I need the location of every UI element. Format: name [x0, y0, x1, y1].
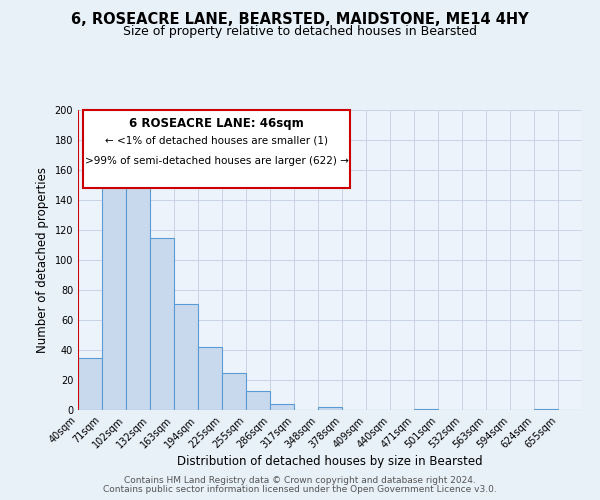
Text: 6 ROSEACRE LANE: 46sqm: 6 ROSEACRE LANE: 46sqm	[129, 118, 304, 130]
Bar	[198, 347, 222, 410]
Bar	[174, 304, 198, 410]
Text: ← <1% of detached houses are smaller (1): ← <1% of detached houses are smaller (1)	[105, 136, 328, 145]
Bar	[246, 390, 270, 410]
Bar	[78, 358, 102, 410]
Bar	[534, 408, 558, 410]
Text: Contains public sector information licensed under the Open Government Licence v3: Contains public sector information licen…	[103, 485, 497, 494]
Bar	[126, 166, 150, 410]
Text: >99% of semi-detached houses are larger (622) →: >99% of semi-detached houses are larger …	[85, 156, 349, 166]
Bar	[318, 407, 342, 410]
Bar	[270, 404, 294, 410]
Text: Contains HM Land Registry data © Crown copyright and database right 2024.: Contains HM Land Registry data © Crown c…	[124, 476, 476, 485]
X-axis label: Distribution of detached houses by size in Bearsted: Distribution of detached houses by size …	[177, 456, 483, 468]
Bar	[102, 180, 126, 410]
Bar	[222, 372, 246, 410]
FancyBboxPatch shape	[83, 110, 350, 188]
Bar	[150, 238, 174, 410]
Y-axis label: Number of detached properties: Number of detached properties	[36, 167, 49, 353]
Bar	[414, 408, 438, 410]
Text: Size of property relative to detached houses in Bearsted: Size of property relative to detached ho…	[123, 25, 477, 38]
Text: 6, ROSEACRE LANE, BEARSTED, MAIDSTONE, ME14 4HY: 6, ROSEACRE LANE, BEARSTED, MAIDSTONE, M…	[71, 12, 529, 28]
